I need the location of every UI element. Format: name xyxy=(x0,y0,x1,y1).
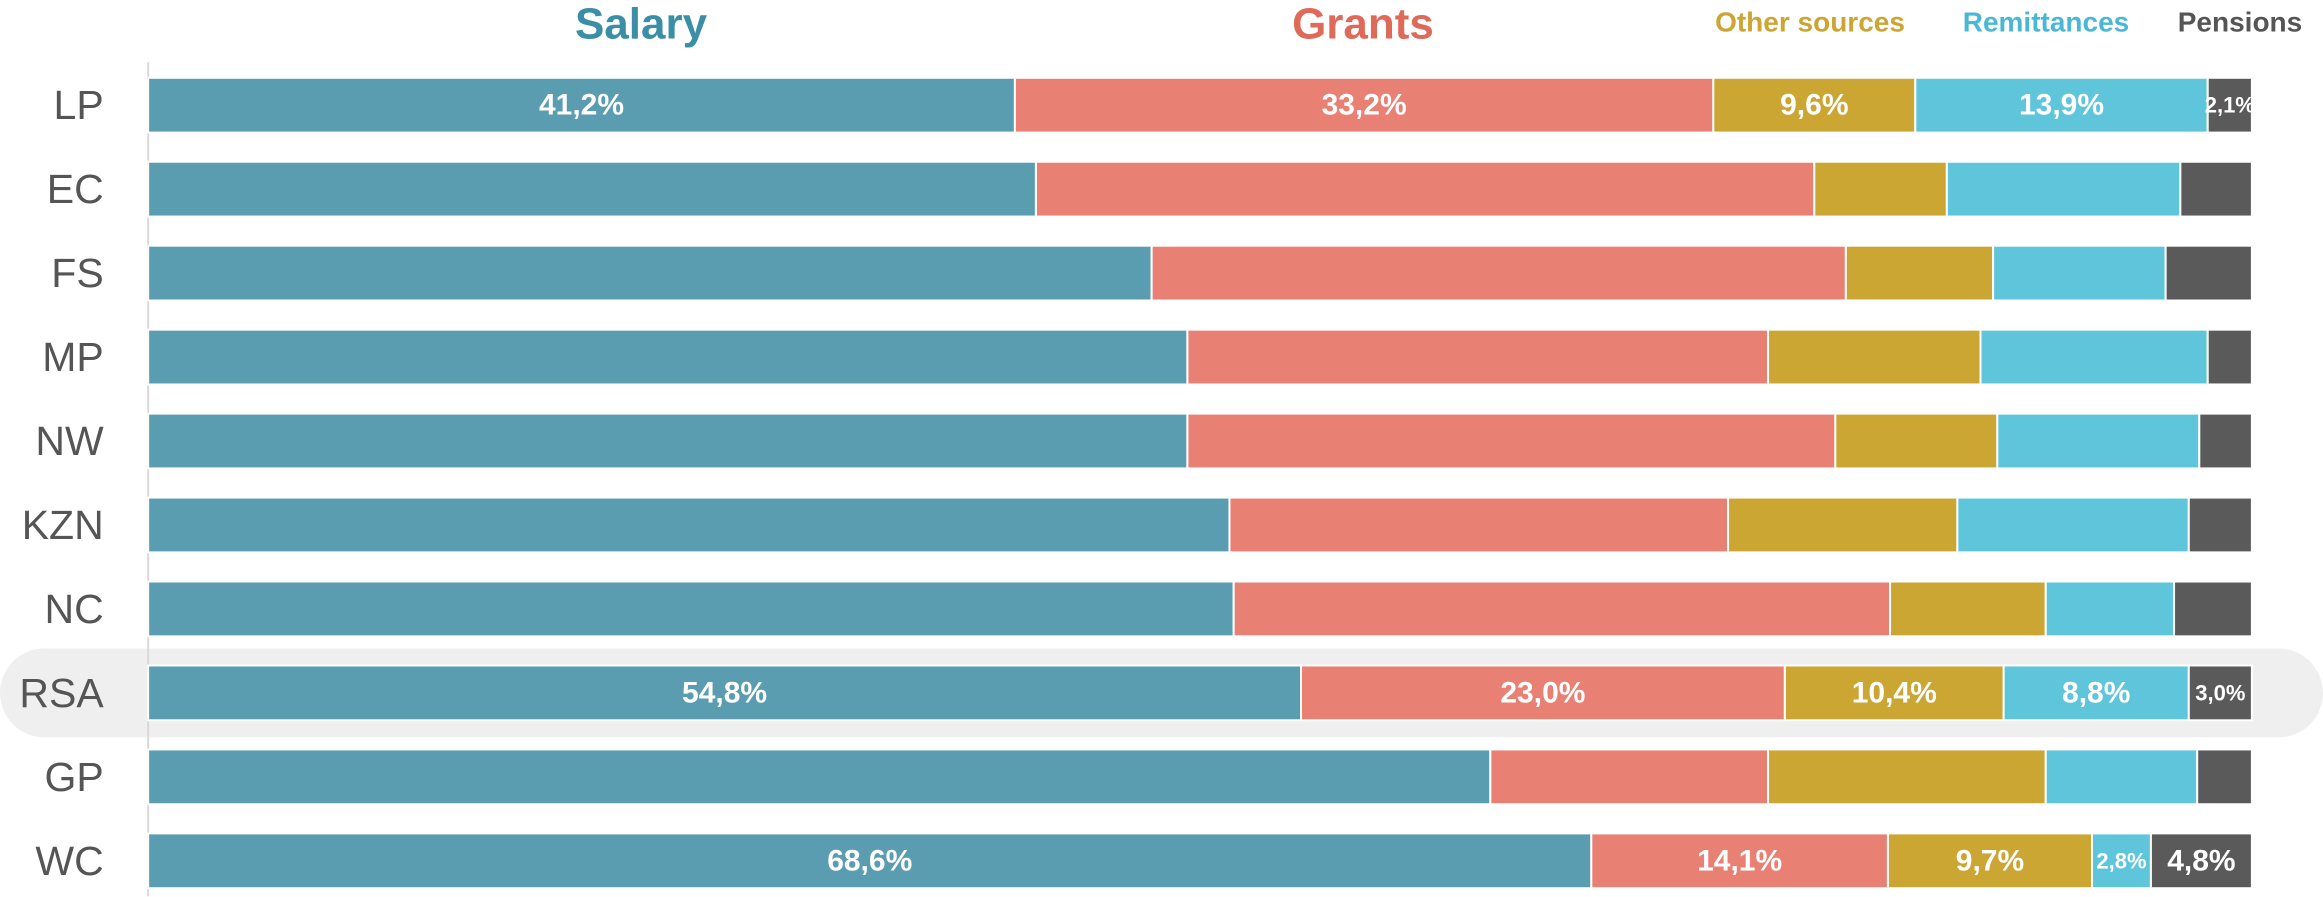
value-label: 68,6% xyxy=(827,844,912,877)
bar-segment xyxy=(147,496,1231,554)
value-label: 2,8% xyxy=(2096,848,2146,873)
value-label: 4,8% xyxy=(2167,844,2235,877)
bar-segment xyxy=(1590,832,1889,890)
bar-segment xyxy=(1996,412,2201,470)
value-label: 41,2% xyxy=(539,89,624,122)
value-label: 10,4% xyxy=(1852,676,1937,709)
value-label: 9,7% xyxy=(1956,844,2024,877)
bar-segment xyxy=(1813,160,1948,218)
bar-segment xyxy=(1727,496,1959,554)
bar-segment xyxy=(1889,580,2047,638)
legend-label: Remittances xyxy=(1963,7,2130,38)
bar-segment xyxy=(2149,832,2253,890)
legend-label: Pensions xyxy=(2178,7,2302,38)
category-label: GP xyxy=(44,754,103,800)
value-label: 8,8% xyxy=(2062,676,2130,709)
category-label: KZN xyxy=(22,502,104,548)
bar-segment xyxy=(1844,244,1995,302)
value-label: 13,9% xyxy=(2019,89,2104,122)
bar-segment xyxy=(2091,832,2152,890)
category-label: WC xyxy=(35,838,103,884)
bar-segment xyxy=(1186,412,1837,470)
value-label: 14,1% xyxy=(1697,844,1782,877)
category-label: FS xyxy=(51,250,103,296)
bar-segment xyxy=(147,748,1492,806)
value-label: 33,2% xyxy=(1322,89,1407,122)
bar-segment xyxy=(2173,580,2253,638)
bar-segment xyxy=(1914,76,2209,134)
bar-segment xyxy=(1834,412,1999,470)
value-label: 2,1% xyxy=(2205,93,2255,118)
bar-segment xyxy=(147,412,1189,470)
bar-segment xyxy=(147,580,1235,638)
bar-segment xyxy=(1767,328,1982,386)
category-label: RSA xyxy=(19,670,104,716)
bar-segment xyxy=(1299,664,1786,722)
bar-segment xyxy=(1489,748,1770,806)
bar-segment xyxy=(2187,496,2253,554)
bar-segment xyxy=(1767,748,2047,806)
bar-segment xyxy=(2206,328,2253,386)
bar-segment xyxy=(2196,748,2253,806)
bar-segment xyxy=(1956,496,2190,554)
bar-segment xyxy=(2044,580,2176,638)
legend-label: Grants xyxy=(1292,0,1434,49)
category-label: MP xyxy=(42,334,104,380)
category-label: LP xyxy=(54,82,104,128)
bar-segment xyxy=(147,328,1189,386)
bar-segment xyxy=(1150,244,1847,302)
bar-segment xyxy=(2198,412,2253,470)
category-label: NC xyxy=(44,586,103,632)
bar-segment xyxy=(1013,76,1715,134)
bar-segment xyxy=(1992,244,2167,302)
bar-segment xyxy=(1186,328,1770,386)
bar-segment xyxy=(147,160,1037,218)
category-label: EC xyxy=(47,166,104,212)
legend-label: Salary xyxy=(575,0,708,49)
value-label: 9,6% xyxy=(1780,89,1848,122)
legend-label: Other sources xyxy=(1715,7,1905,38)
value-label: 3,0% xyxy=(2195,680,2245,705)
value-label: 23,0% xyxy=(1500,676,1585,709)
bar-segment xyxy=(2179,160,2253,218)
bar-segment xyxy=(2164,244,2253,302)
bar-segment xyxy=(147,244,1153,302)
bar-segment xyxy=(147,664,1302,722)
bar-segment xyxy=(1232,580,1892,638)
bar-segment xyxy=(1034,160,1816,218)
bar-segment xyxy=(1979,328,2209,386)
bar-segment xyxy=(2187,664,2253,722)
bar-segment xyxy=(1945,160,2182,218)
bar-segment xyxy=(147,76,1016,134)
category-label: NW xyxy=(35,418,104,464)
value-label: 54,8% xyxy=(682,676,767,709)
bar-segment xyxy=(1712,76,1917,134)
bar-segment xyxy=(2206,76,2253,134)
bar-segment xyxy=(1228,496,1730,554)
bar-segment xyxy=(2044,748,2199,806)
